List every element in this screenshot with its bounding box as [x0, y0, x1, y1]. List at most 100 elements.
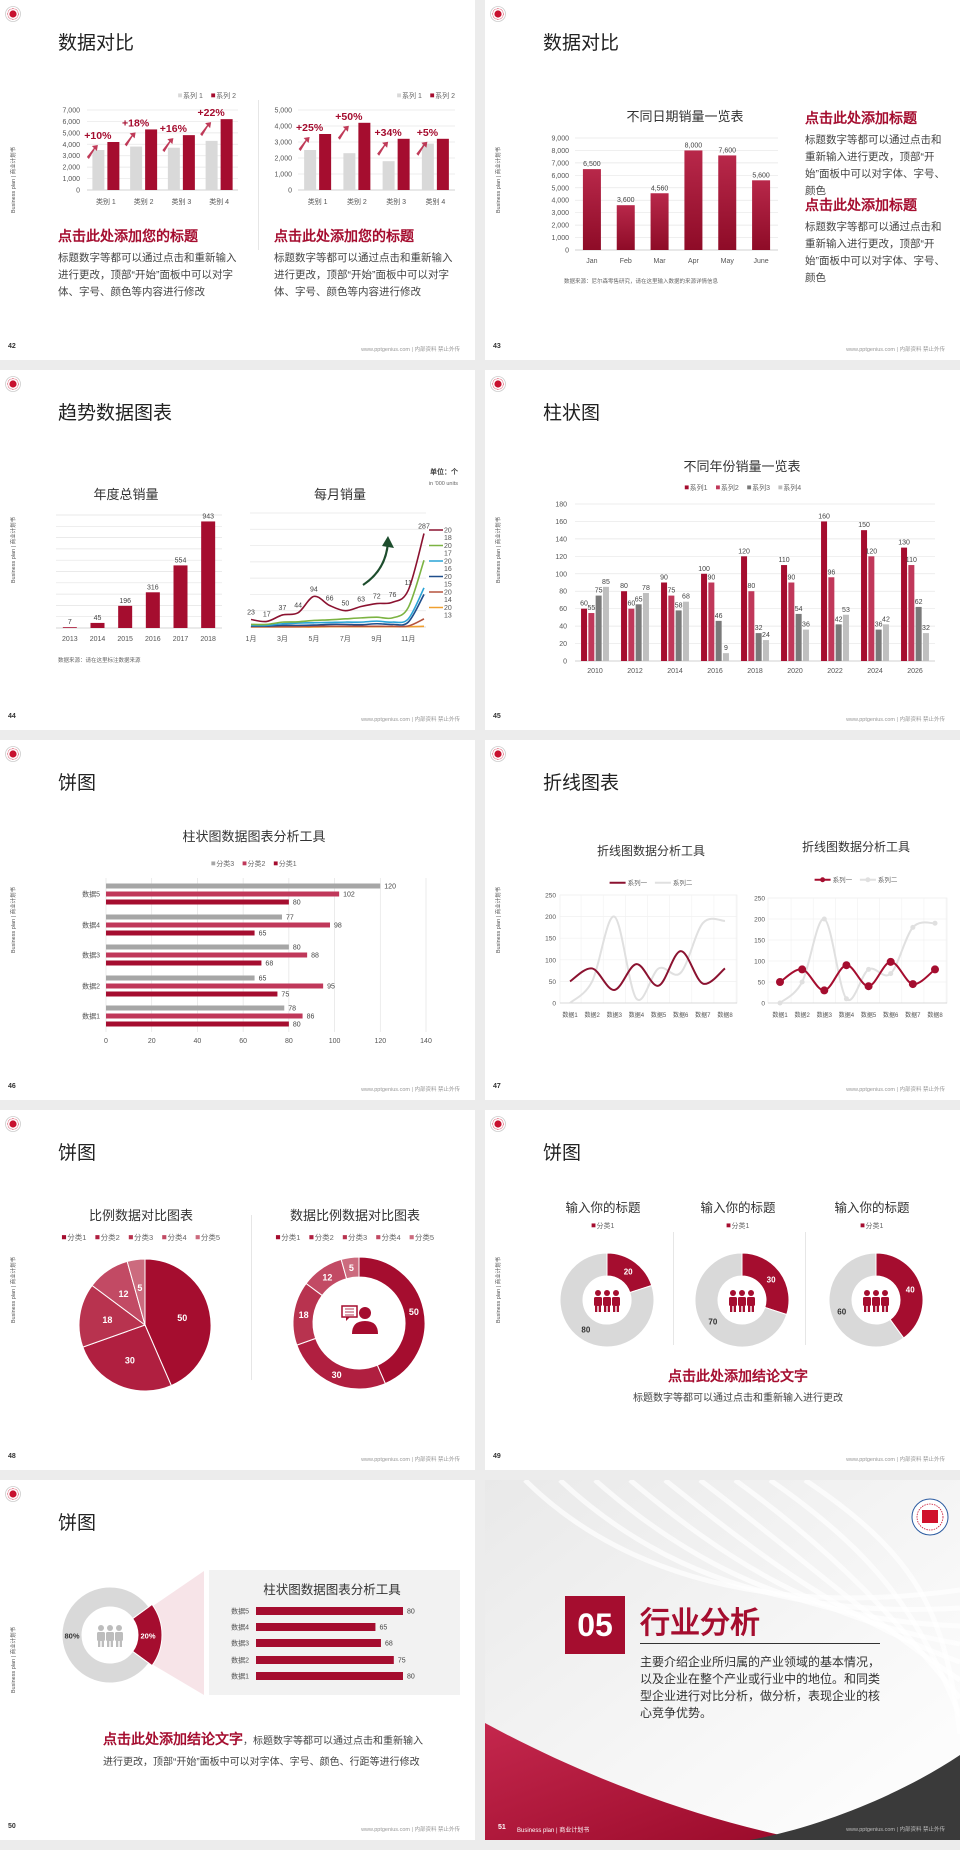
legend-label: 系列2: [721, 483, 739, 492]
legend-swatch: [684, 485, 689, 490]
data-label: 54: [795, 606, 803, 613]
cover-background: [485, 1480, 960, 1840]
data-label: 6,500: [583, 161, 601, 168]
x-tick-label: May: [721, 258, 735, 265]
data-point: [820, 986, 829, 995]
bar: [106, 983, 324, 989]
y-tick-label: 数据2: [82, 982, 100, 991]
legend-label: 系列二: [673, 878, 693, 887]
y-tick-label: 8,000: [551, 148, 569, 155]
data-label: 32: [755, 625, 763, 632]
legend-swatch: [195, 1235, 200, 1240]
legend-label: 14: [444, 597, 452, 604]
y-tick-label: 2,000: [551, 223, 569, 230]
y-tick-label: 0: [565, 248, 569, 255]
data-label: 110: [778, 557, 789, 564]
decorative-curve: [768, 1480, 960, 1717]
x-tick-label: 2024: [867, 668, 883, 675]
bar: [642, 592, 649, 661]
x-tick-label: 2020: [787, 668, 803, 675]
conclusion-block[interactable]: 点击此处添加结论文字，标题数字等都可以通过点击和重新输入进行更改，顶部“开始”面…: [103, 1730, 423, 1772]
person-leg: [742, 1306, 745, 1312]
bar: [908, 565, 915, 661]
slide-title: 饼图: [58, 1513, 97, 1534]
arrow-up-right-icon: [416, 141, 428, 156]
slide-51-section-cover: 05 行业分析 主要介绍企业所归属的产业领域的基本情况，以及企业在整个产业或行业…: [485, 1480, 960, 1840]
bar: [701, 573, 708, 661]
person-head: [882, 1290, 888, 1296]
legend: 分类1 分类2 分类3 分类4 分类5: [275, 1232, 434, 1242]
data-label: 7,600: [718, 147, 736, 154]
person-speech-icon: [341, 1305, 378, 1334]
conclusion-block[interactable]: 点击此处添加结论文字 标题数字等都可以通过点击和重新输入进行更改: [585, 1366, 891, 1407]
footer: www.pptgenius.com | 内部资料 禁止外传: [361, 717, 460, 723]
footer: www.pptgenius.com | 内部资料 禁止外传: [846, 1827, 945, 1833]
text-block[interactable]: 点击此处添加标题 标题数字等都可以通过点击和重新输入进行更改，顶部“开始”面板中…: [805, 108, 947, 200]
bar: [741, 556, 748, 661]
legend-label: 系列1: [690, 483, 708, 492]
text-block[interactable]: 点击此处添加您的标题 标题数字等都可以通过点击和重新输入进行更改，顶部“开始”面…: [58, 226, 243, 301]
slice-label: 70: [708, 1318, 717, 1327]
x-tick-label: 7月: [340, 635, 351, 643]
logo-ring: [916, 1503, 944, 1531]
data-label: 65: [259, 931, 267, 938]
bar: [256, 1607, 403, 1615]
slide-title: 折线图表: [543, 773, 620, 794]
y-tick-label: 数据1: [82, 1012, 100, 1021]
x-tick-label: 9月: [371, 635, 382, 643]
x-tick-label: 类别 3: [386, 197, 406, 206]
legend: 分类1: [591, 1221, 614, 1230]
data-point: [888, 971, 894, 977]
y-tick-label: 5,000: [551, 185, 569, 192]
data-label: 102: [343, 892, 355, 899]
person-head: [98, 1625, 104, 1631]
x-tick-label: 80: [285, 1038, 293, 1045]
y-tick-label: 数据4: [231, 1623, 249, 1632]
text-block[interactable]: 点击此处添加您的标题 标题数字等都可以通过点击和重新输入进行更改，顶部“开始”面…: [274, 226, 459, 301]
person-leg: [873, 1306, 876, 1312]
legend: 分类1: [726, 1221, 749, 1230]
bar: [106, 899, 289, 905]
bar: [107, 142, 120, 190]
text-block[interactable]: 点击此处添加标题 标题数字等都可以通过点击和重新输入进行更改，顶部“开始”面板中…: [805, 195, 947, 287]
legend-label: 17: [444, 551, 452, 558]
block-body: 标题数字等都可以通过点击和重新输入进行更改，顶部“开始”面板中可以对字体、字号、…: [274, 252, 453, 298]
block-heading: 点击此处添加标题: [805, 110, 917, 126]
legend-swatch: [162, 1235, 167, 1240]
person-head: [595, 1290, 601, 1296]
series-line: [250, 533, 425, 623]
legend-item: 系列1: [684, 483, 708, 492]
x-tick-label: 数据7: [905, 1011, 921, 1019]
bar: [828, 577, 835, 661]
x-tick-label: 2014: [90, 636, 106, 643]
legend-swatch: [591, 1223, 596, 1228]
y-tick-label: 200: [545, 914, 556, 921]
pie-slice: [126, 1258, 146, 1326]
data-label: 75: [398, 1658, 406, 1665]
slice-label: 18: [102, 1315, 112, 1325]
data-label: 80: [293, 900, 301, 907]
bar: [205, 140, 218, 190]
block-heading: 点击此处添加标题: [805, 197, 917, 213]
page-number: 42: [8, 343, 16, 350]
conclusion-body: ，标题数字等都可以通过点击和重新输入进行更改，顶部“开始”面板中可以对字体、字号…: [103, 1736, 423, 1768]
team-icon: [863, 1290, 889, 1312]
y-tick-label: 3,000: [551, 210, 569, 217]
bar: [868, 556, 875, 661]
bar: [668, 595, 675, 661]
data-label: 94: [310, 586, 318, 593]
y-tick-label: 4,000: [62, 142, 80, 149]
slide-43: Business plan | 商业计划书 不同日期销量一览表 0 1,000 2,0…: [485, 0, 960, 360]
data-label: 96: [827, 569, 835, 576]
person-body: [863, 1297, 871, 1306]
x-tick-label: 数据2: [584, 1011, 600, 1019]
legend-swatch: [273, 861, 278, 866]
pie-slice: [82, 1324, 172, 1392]
slide-title: 饼图: [58, 1143, 97, 1164]
x-tick-label: 数据5: [861, 1011, 877, 1019]
page-number: 48: [8, 1453, 16, 1460]
data-label: 4,560: [651, 185, 669, 192]
y-tick-label: 5,000: [274, 108, 292, 115]
y-tick-label: 150: [754, 938, 765, 945]
